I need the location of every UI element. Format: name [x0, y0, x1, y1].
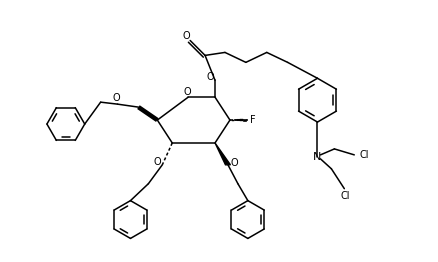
Text: O: O [183, 87, 191, 97]
Text: O: O [230, 158, 237, 168]
Polygon shape [215, 143, 230, 165]
Text: Cl: Cl [340, 191, 349, 201]
Text: Cl: Cl [359, 150, 368, 160]
Text: O: O [206, 72, 213, 82]
Text: F: F [249, 115, 255, 125]
Text: N: N [313, 152, 321, 162]
Text: O: O [182, 30, 190, 41]
Text: O: O [113, 93, 120, 103]
Text: O: O [153, 157, 161, 167]
